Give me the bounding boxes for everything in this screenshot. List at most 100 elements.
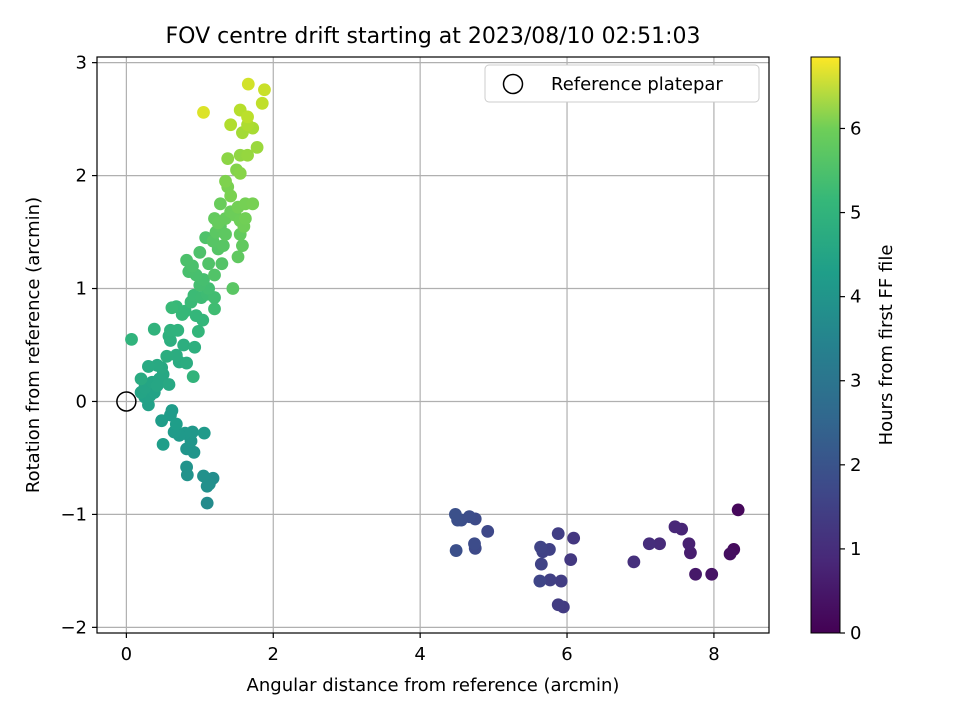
y-tick-label: −1 [60, 504, 87, 525]
data-point [180, 253, 194, 267]
x-tick-label: 2 [268, 644, 279, 665]
data-point [208, 302, 221, 316]
data-point [241, 148, 254, 162]
x-axis-ticks: 0 2 4 6 8 [121, 633, 720, 665]
data-point [468, 537, 481, 551]
data-point [226, 282, 240, 295]
data-point [258, 83, 271, 97]
data-point [208, 291, 221, 304]
data-point [216, 239, 230, 253]
data-point [224, 189, 238, 203]
colorbar-tick-label: 1 [850, 539, 861, 560]
data-point [197, 105, 210, 119]
data-point [233, 166, 247, 180]
data-point [682, 537, 696, 551]
data-point [208, 268, 221, 282]
data-point [162, 378, 176, 391]
data-point [236, 239, 249, 253]
data-point [165, 404, 179, 417]
data-point [191, 325, 205, 338]
x-tick-label: 6 [561, 644, 572, 665]
data-point [177, 338, 191, 352]
legend-box [484, 64, 760, 103]
data-point [169, 348, 183, 362]
data-point [134, 372, 148, 386]
legend-label: Reference platepar [551, 74, 723, 95]
data-point [180, 460, 194, 474]
data-point [653, 537, 666, 551]
data-point [551, 527, 565, 541]
data-point [197, 426, 211, 440]
data-point [213, 197, 227, 211]
colorbar-label: Hours from first FF file [876, 245, 897, 446]
data-point [731, 503, 745, 517]
data-point [246, 197, 260, 211]
chart-title: FOV centre drift starting at 2023/08/10 … [166, 24, 701, 49]
data-point [180, 356, 194, 370]
data-point [125, 332, 138, 346]
legend-marker [502, 73, 524, 95]
colorbar-tick-label: 5 [850, 203, 861, 224]
data-point [238, 212, 252, 225]
data-point [449, 508, 462, 521]
data-point [689, 567, 702, 581]
colorbar-ticks: 0 1 2 3 4 5 6 [840, 118, 861, 644]
data-point [668, 520, 682, 534]
data-point [627, 555, 641, 569]
data-point [481, 524, 495, 538]
colorbar-tick-label: 3 [850, 371, 861, 392]
reference-platepar-marker [116, 391, 137, 412]
y-tick-label: 2 [76, 166, 87, 187]
data-point [723, 547, 737, 561]
y-axis-label: Rotation from reference (arcmin) [23, 197, 44, 493]
data-point [165, 301, 179, 315]
data-point [551, 598, 565, 612]
data-point [250, 140, 264, 154]
data-point [193, 245, 207, 259]
data-point [142, 360, 155, 373]
data-point [534, 557, 548, 571]
x-tick-label: 4 [414, 644, 425, 665]
data-point [215, 257, 229, 271]
data-point [231, 250, 245, 264]
data-point [188, 340, 202, 354]
data-point [241, 77, 255, 91]
data-point [221, 152, 235, 166]
data-point [642, 537, 656, 551]
data-point [567, 531, 581, 545]
legend: Reference platepar [484, 64, 760, 103]
data-point [219, 174, 232, 188]
colorbar-tick-label: 4 [850, 287, 861, 308]
data-point [705, 567, 719, 581]
data-point [449, 544, 463, 557]
data-point [554, 574, 568, 588]
data-point [200, 479, 214, 493]
data-point [169, 417, 183, 431]
data-point [255, 96, 269, 110]
data-point [197, 469, 210, 483]
data-point [171, 323, 185, 337]
colorbar-tick-label: 6 [850, 118, 861, 139]
colorbar-tick-label: 2 [850, 455, 861, 476]
data-point [533, 574, 547, 588]
data-points [125, 77, 745, 614]
data-point [219, 227, 232, 241]
y-axis-ticks: −2 −1 0 1 2 3 [60, 53, 97, 638]
data-point [156, 437, 170, 451]
x-axis-label: Angular distance from reference (arcmin) [247, 675, 620, 696]
data-point [543, 573, 557, 587]
y-tick-label: −2 [60, 617, 87, 638]
data-point [155, 414, 169, 428]
data-point [189, 309, 203, 323]
colorbar [810, 56, 841, 634]
data-point [160, 349, 174, 363]
data-point [534, 540, 547, 554]
colorbar-tick-label: 0 [850, 623, 861, 644]
data-point [202, 257, 216, 271]
plot-frame [96, 56, 770, 634]
x-tick-label: 0 [121, 644, 132, 665]
data-point [241, 110, 254, 124]
y-tick-label: 0 [76, 391, 87, 412]
data-point [200, 496, 214, 510]
